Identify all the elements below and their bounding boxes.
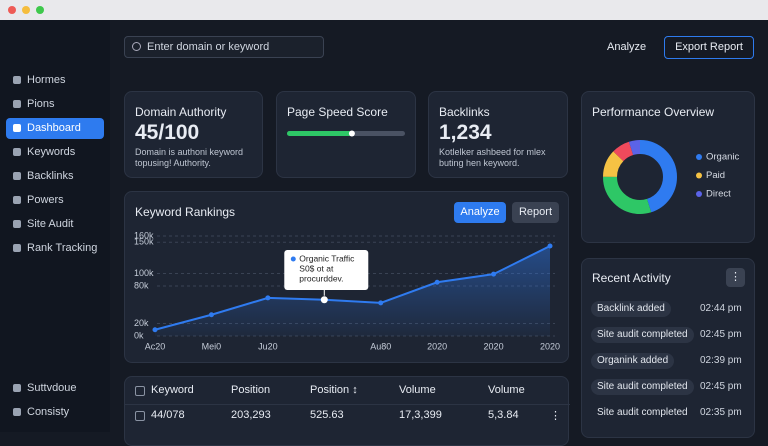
max-dot[interactable] [36, 6, 44, 14]
row-divider [125, 404, 570, 405]
table-cell: 44/078 [151, 409, 185, 421]
table-cell: 203,293 [231, 409, 271, 421]
menu-button[interactable]: ⋮ [726, 268, 745, 287]
table-header: Position ↕ [310, 384, 358, 396]
min-dot[interactable] [22, 6, 30, 14]
search-icon [132, 42, 141, 51]
panel-title: Recent Activity [592, 271, 671, 285]
checkbox[interactable] [135, 386, 145, 396]
card-desc: buting hen keyword. [439, 158, 520, 168]
panel-title: Keyword Rankings [135, 205, 236, 219]
activity-time: 02:39 pm [700, 355, 742, 366]
table-header: Volume [399, 384, 436, 396]
card-desc: Kotlelker ashbeed for mlex [439, 147, 546, 157]
close-dot[interactable] [8, 6, 16, 14]
activity-time: 02:45 pm [700, 329, 742, 340]
activity-panel: Recent Activity ⋮ [581, 258, 755, 438]
activity-label: Site audit completed [591, 379, 694, 395]
table-cell: 17,3,399 [399, 409, 442, 421]
card-title: Page Speed Score [287, 105, 388, 119]
checkbox[interactable] [135, 411, 145, 421]
card: Domain Authority 45/100 Domain is authon… [124, 91, 263, 178]
activity-label: Site audit completed [591, 327, 694, 343]
nav-item[interactable]: Pions [6, 94, 104, 115]
table-header: Volume [488, 384, 525, 396]
card-desc: topusing! Authority. [135, 158, 211, 168]
window-bar [0, 0, 768, 20]
nav-item[interactable]: Backlinks [6, 166, 104, 187]
nav-item[interactable]: Powers [6, 190, 104, 211]
table-header: Position [231, 384, 271, 396]
card-value: 45/100 [135, 121, 200, 144]
nav-item[interactable]: Dashboard [6, 118, 104, 139]
panel-title: Performance Overview [592, 105, 715, 119]
card: Backlinks 1,234 Kotlelker ashbeed for ml… [428, 91, 568, 178]
analyze-button[interactable]: Analyze [454, 202, 506, 223]
table-cell: 5,3.84 [488, 409, 519, 421]
activity-time: 02:45 pm [700, 381, 742, 392]
performance-panel: Performance Overview [581, 91, 755, 243]
table-header: Keyword [151, 384, 194, 396]
report-button[interactable]: Report [512, 202, 559, 223]
card-desc: Domain is authoni keyword [135, 147, 244, 157]
row-menu[interactable]: ⋮ [550, 410, 561, 422]
table-cell: 525.63 [310, 409, 344, 421]
activity-label: Site audit completed [597, 407, 688, 418]
activity-label: Organink added [591, 353, 675, 369]
activity-label: Backlink added [591, 301, 671, 317]
card-title: Domain Authority [135, 105, 227, 119]
analyze-link[interactable]: Analyze [607, 41, 647, 53]
nav-item[interactable]: Consisty [6, 402, 104, 423]
export-button[interactable]: Export Report [664, 36, 754, 59]
card-value: 1,234 [439, 121, 492, 144]
nav-item[interactable]: Suttvdoue [6, 378, 104, 399]
nav-item[interactable]: Keywords [6, 142, 104, 163]
search-placeholder: Enter domain or keyword [147, 41, 270, 53]
rankings-panel: Keyword Rankings Analyze Report [124, 191, 569, 363]
search-box[interactable]: Enter domain or keyword [124, 36, 324, 58]
nav-item[interactable]: Hormes [6, 70, 104, 91]
card-title: Backlinks [439, 105, 490, 119]
activity-time: 02:44 pm [700, 303, 742, 314]
card: Page Speed Score [276, 91, 416, 178]
nav-item[interactable]: Site Audit [6, 214, 104, 235]
activity-time: 02:35 pm [700, 407, 742, 418]
nav-item[interactable]: Rank Tracking [6, 238, 104, 259]
